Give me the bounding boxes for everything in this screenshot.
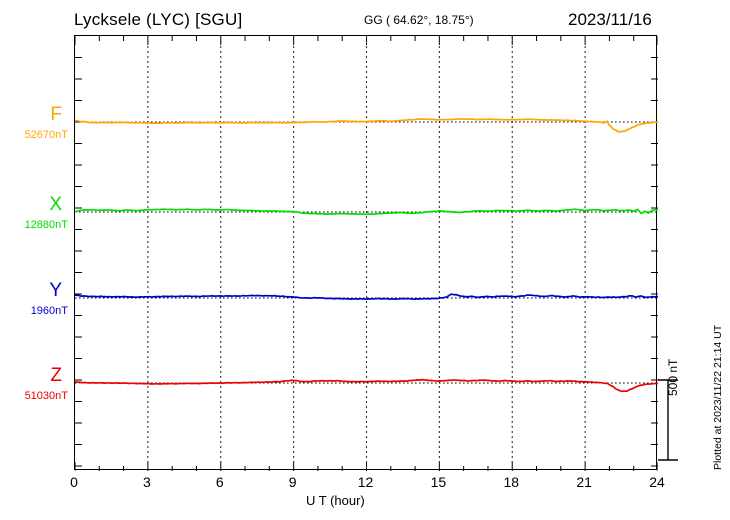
x-tick-label-21: 21 xyxy=(576,474,592,490)
component-value-Y: 1960nT xyxy=(30,305,68,317)
component-label-Z: Z xyxy=(50,365,62,386)
scale-bar xyxy=(658,379,678,461)
x-tick-label-6: 6 xyxy=(215,474,224,490)
plotted-at-timestamp: Plotted at 2023/11/22 21:14 UT xyxy=(712,324,724,470)
geographic-coordinates: GG ( 64.62°, 18.75°) xyxy=(364,13,474,27)
trace-canvas xyxy=(75,36,658,471)
component-label-X: X xyxy=(49,194,62,215)
component-label-F: F xyxy=(50,104,62,125)
x-tick-label-24: 24 xyxy=(649,474,665,490)
magnetogram-plot-area xyxy=(74,35,658,471)
scale-bar-label: 500 nT xyxy=(666,358,680,396)
x-tick-label-9: 9 xyxy=(288,474,297,490)
x-tick-label-18: 18 xyxy=(503,474,520,490)
x-tick-label-3: 3 xyxy=(142,474,151,490)
x-tick-label-0: 0 xyxy=(70,474,78,490)
component-value-Z: 51030nT xyxy=(24,390,68,402)
x-tick-label-12: 12 xyxy=(357,474,374,490)
x-tick-label-15: 15 xyxy=(430,474,447,490)
page-title: Lycksele (LYC) [SGU] xyxy=(74,10,243,29)
component-label-Y: Y xyxy=(49,280,62,301)
observation-date: 2023/11/16 xyxy=(568,10,652,29)
component-value-X: 12880nT xyxy=(24,219,68,231)
x-axis-title: U T (hour) xyxy=(306,493,365,508)
component-value-F: 52670nT xyxy=(24,129,68,141)
